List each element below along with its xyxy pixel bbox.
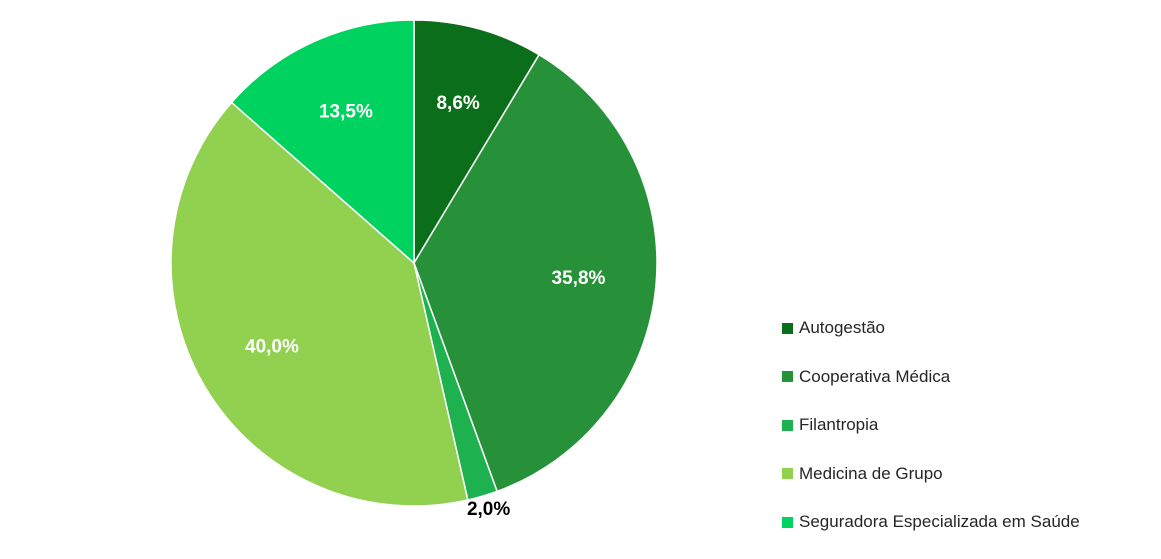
data-label-0: 8,6% [436,93,479,114]
pie-slice-1 [413,53,658,493]
legend-item-cooperativa-medica: Cooperativa Médica [782,365,1080,389]
pie-slice-0 [413,19,541,266]
pie-slice-3 [170,101,469,507]
pie-slice-4 [230,19,415,265]
data-label-2: 2,0% [467,499,510,520]
legend-label: Filantropia [799,415,879,434]
data-label-1: 35,8% [552,268,606,289]
legend: Autogestão Cooperativa Médica Filantropi… [782,316,1080,559]
legend-label: Medicina de Grupo [799,463,943,483]
legend-swatch [782,516,793,528]
legend-item-autogestao: Autogestão [782,316,1080,340]
data-label-3: 40,0% [245,336,299,357]
legend-label: Seguradora Especializada em Saúde [799,512,1080,531]
legend-item-medicina-de-grupo: Medicina de Grupo [782,462,1080,486]
legend-swatch [782,468,793,479]
pie-data-labels: 8,6% 35,8% 2,0% 40,0% 13,5% [245,93,606,520]
legend-label: Autogestão [799,318,886,337]
legend-item-filantropia: Filantropia [782,413,1080,437]
legend-item-seguradora-especializada: Seguradora Especializada em Saúde [782,510,1080,534]
pie-slices [170,19,658,507]
legend-swatch [782,322,793,334]
legend-swatch [782,371,793,382]
legend-swatch [782,419,793,431]
data-label-4: 13,5% [319,101,373,122]
legend-label: Cooperativa Médica [799,366,951,386]
